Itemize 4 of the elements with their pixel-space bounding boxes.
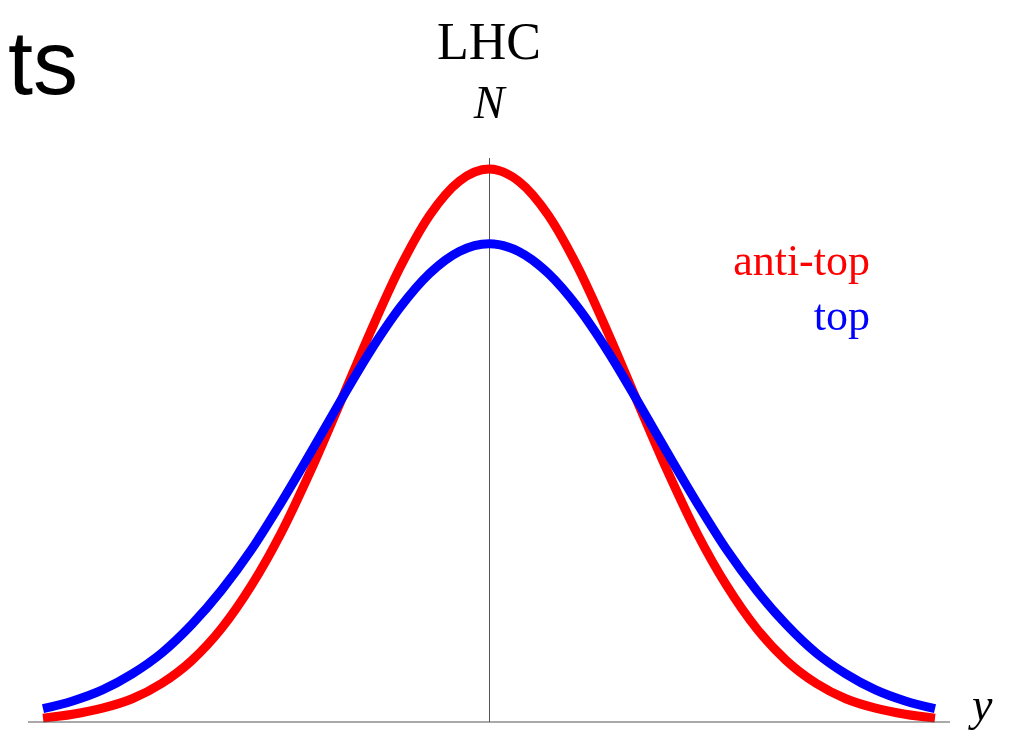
legend: anti-top top [733,233,870,343]
y-axis-title: N [472,77,508,128]
chart-title: LHC [436,13,542,70]
text: ts [8,13,79,113]
